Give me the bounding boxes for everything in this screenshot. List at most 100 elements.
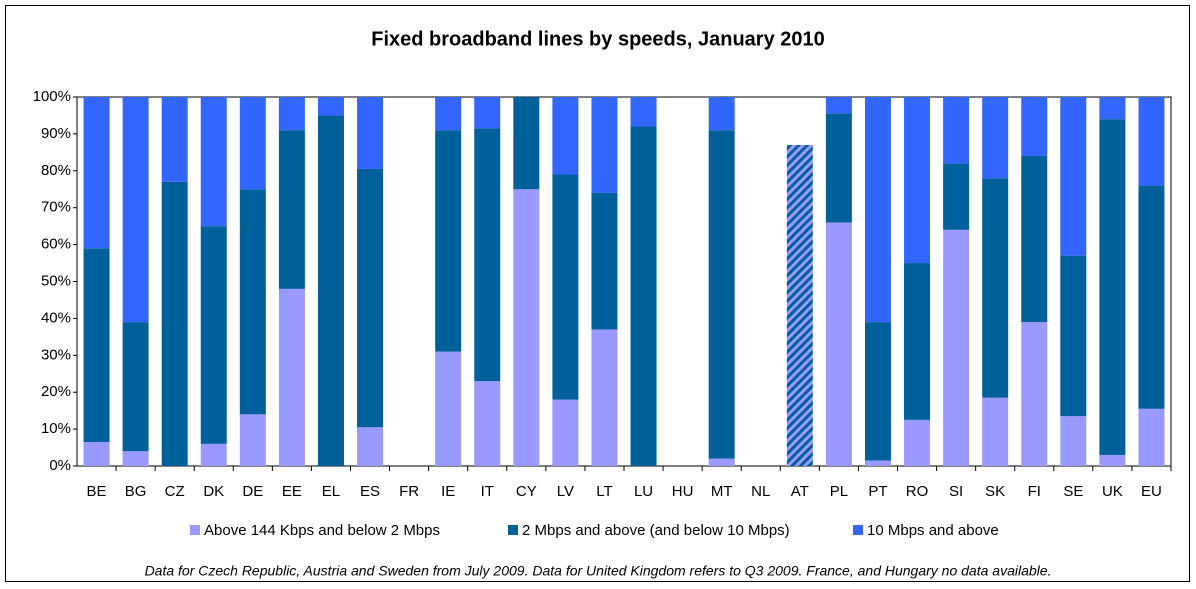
bar-segment: [1099, 454, 1126, 466]
x-tick-label: NL: [751, 483, 770, 500]
y-tick-label: 90%: [41, 125, 71, 142]
bar-segment: [786, 144, 813, 466]
bar-segment: [317, 97, 344, 116]
bar-segment: [317, 115, 344, 466]
bar-segment: [474, 381, 501, 466]
bar-segment: [122, 97, 149, 323]
bar-segment: [552, 97, 579, 175]
bar-segment: [982, 397, 1009, 466]
bar-segment: [122, 322, 149, 452]
y-tick-label: 70%: [41, 199, 71, 216]
x-tick-label: EE: [282, 483, 302, 500]
bar-segment: [435, 130, 462, 352]
bar-segment: [591, 97, 618, 193]
y-tick-label: 50%: [41, 272, 71, 289]
bar-segment: [1099, 119, 1126, 455]
y-tick-label: 60%: [41, 236, 71, 253]
bar-segment: [200, 226, 227, 444]
x-tick-label: IT: [481, 483, 494, 500]
bar-segment: [1060, 255, 1087, 417]
chart-title: Fixed broadband lines by speeds, January…: [371, 28, 825, 50]
x-tick-label: EL: [322, 483, 340, 500]
x-tick-label: PT: [868, 483, 887, 500]
bar-segment: [474, 128, 501, 382]
bar-segment: [1099, 97, 1126, 120]
bar-segment: [513, 97, 540, 190]
bar-segment: [1060, 416, 1087, 466]
x-tick-label: BE: [87, 483, 107, 500]
bar-segment: [435, 97, 462, 131]
x-tick-label: SE: [1063, 483, 1083, 500]
x-tick-label: SK: [985, 483, 1005, 500]
bar-segment: [864, 322, 891, 461]
bar-segment: [591, 192, 618, 330]
bar-segment: [1021, 322, 1048, 466]
bar-segment: [943, 97, 970, 164]
x-tick-label: IE: [441, 483, 455, 500]
bar-segment: [904, 419, 931, 466]
x-tick-label: PL: [830, 483, 848, 500]
x-tick-label: FI: [1028, 483, 1041, 500]
bar-segment: [982, 178, 1009, 398]
bar-segment: [1021, 156, 1048, 323]
y-tick-label: 20%: [41, 383, 71, 400]
bar-segment: [904, 97, 931, 264]
bar-segment: [864, 460, 891, 466]
bar-segment: [357, 427, 384, 466]
bar-segment: [552, 174, 579, 400]
legend-swatch: [853, 525, 863, 535]
bar-segment: [1138, 408, 1165, 466]
bar-segment: [513, 189, 540, 466]
x-tick-label: FR: [399, 483, 419, 500]
x-tick-label: AT: [791, 483, 809, 500]
bar-segment: [943, 163, 970, 230]
x-tick-label: CY: [516, 483, 537, 500]
bar-segment: [278, 97, 305, 131]
bar-segment: [239, 414, 266, 466]
bar-segment: [435, 351, 462, 466]
bar-segment: [83, 97, 110, 249]
y-tick-label: 80%: [41, 162, 71, 179]
bar-segment: [943, 229, 970, 466]
bar-segment: [864, 97, 891, 323]
bar-segment: [1138, 185, 1165, 409]
x-tick-label: CZ: [165, 483, 185, 500]
bar-segment: [239, 189, 266, 415]
bar-segment: [122, 451, 149, 466]
x-tick-label: DE: [242, 483, 263, 500]
bar-segment: [357, 168, 384, 428]
bar-segment: [83, 442, 110, 466]
bar-segment: [1021, 97, 1048, 157]
bar-segment: [161, 181, 188, 466]
footnote: Data for Czech Republic, Austria and Swe…: [145, 563, 1052, 579]
y-tick-label: 0%: [49, 457, 71, 474]
bar-segment: [552, 399, 579, 466]
x-tick-label: LT: [596, 483, 612, 500]
x-tick-label: RO: [906, 483, 929, 500]
bar-segment: [1138, 97, 1165, 186]
bar-segment: [278, 130, 305, 289]
x-tick-label: BG: [125, 483, 147, 500]
legend-label: 10 Mbps and above: [867, 522, 999, 539]
x-tick-label: UK: [1102, 483, 1123, 500]
legend-swatch: [190, 525, 200, 535]
bar-segment: [982, 97, 1009, 179]
x-tick-label: LU: [634, 483, 653, 500]
legend-label: 2 Mbps and above (and below 10 Mbps): [522, 522, 790, 539]
legend-swatch: [508, 525, 518, 535]
x-tick-label: SI: [949, 483, 963, 500]
bar-segment: [83, 248, 110, 443]
bar-segment: [708, 97, 735, 131]
x-tick-label: ES: [360, 483, 380, 500]
legend-label: Above 144 Kbps and below 2 Mbps: [204, 522, 440, 539]
y-tick-label: 10%: [41, 420, 71, 437]
bar-segment: [630, 126, 657, 467]
y-tick-label: 30%: [41, 346, 71, 363]
x-tick-label: MT: [711, 483, 733, 500]
bar-segment: [357, 97, 384, 169]
bar-segment: [239, 97, 266, 190]
bar-segment: [825, 97, 852, 114]
x-tick-label: EU: [1141, 483, 1162, 500]
y-tick-label: 40%: [41, 309, 71, 326]
